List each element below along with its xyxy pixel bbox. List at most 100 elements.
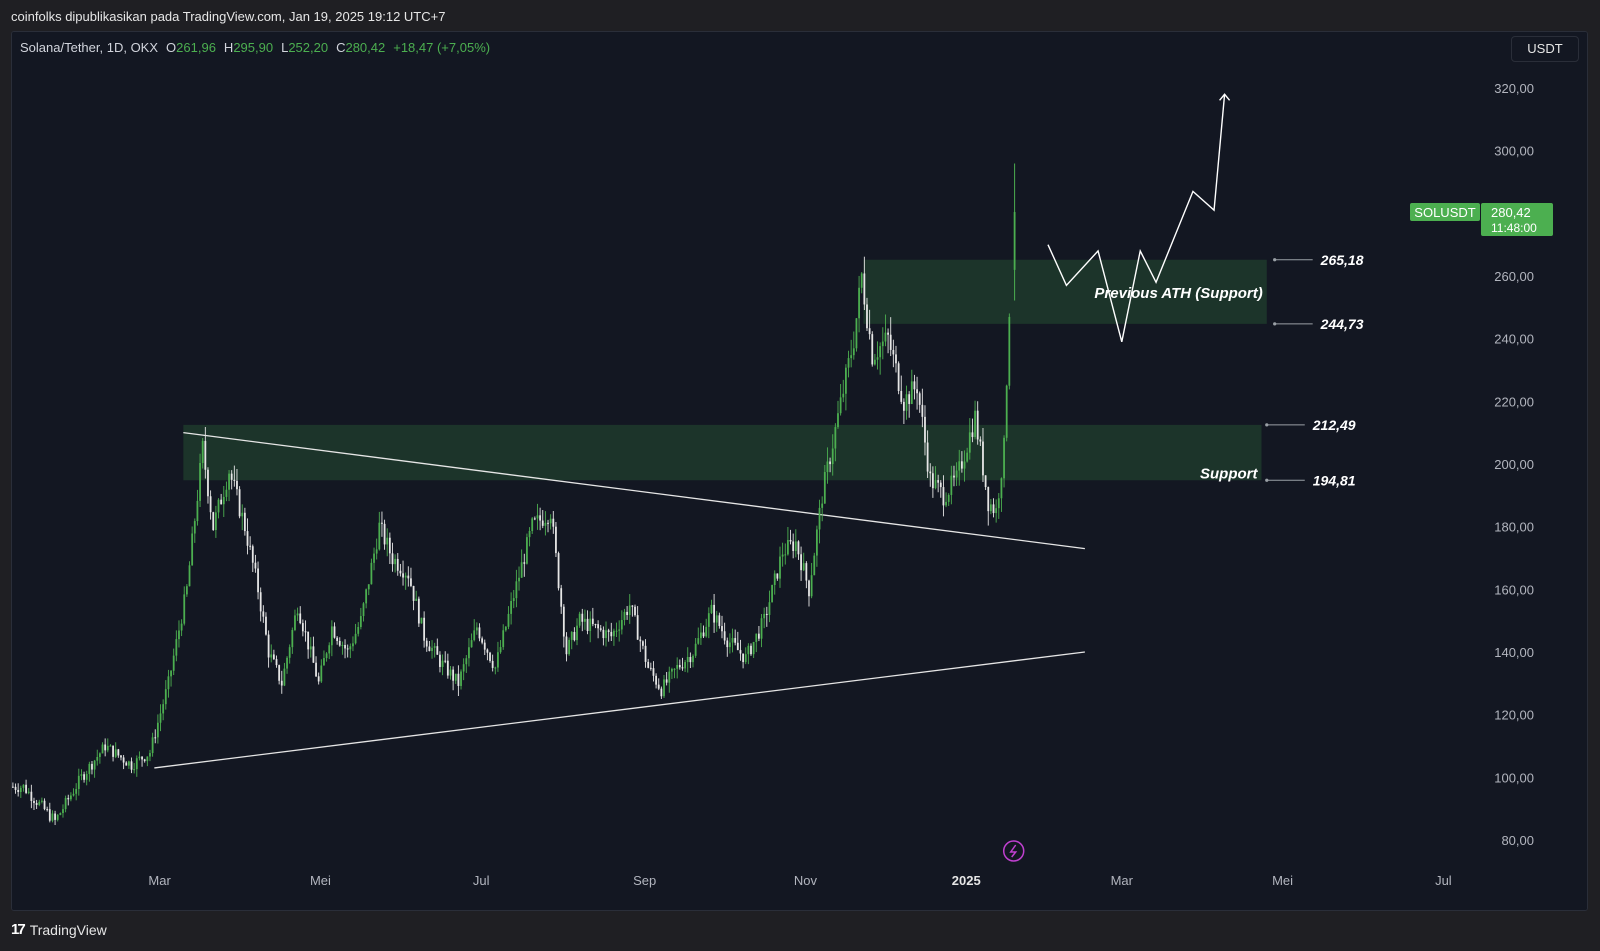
candle-body[interactable] (692, 655, 694, 663)
candle-body[interactable] (921, 404, 924, 417)
candle-body[interactable] (378, 522, 381, 550)
candle-body[interactable] (821, 503, 824, 508)
candle-body[interactable] (771, 585, 773, 603)
candle-body[interactable] (584, 618, 586, 622)
candle-body[interactable] (317, 676, 320, 682)
candle-body[interactable] (420, 617, 423, 624)
candle-body[interactable] (613, 630, 615, 637)
candle-body[interactable] (908, 394, 911, 405)
candle-body[interactable] (96, 756, 99, 761)
candle-body[interactable] (834, 427, 837, 449)
candle-body[interactable] (586, 618, 589, 631)
candle-body[interactable] (892, 349, 895, 355)
candle-body[interactable] (963, 461, 966, 469)
candle-body[interactable] (839, 397, 842, 414)
candle-body[interactable] (636, 615, 639, 640)
candle-body[interactable] (750, 645, 752, 655)
candle-body[interactable] (884, 332, 887, 342)
candle-body[interactable] (744, 654, 747, 663)
candle-body[interactable] (410, 578, 412, 586)
candle-body[interactable] (75, 788, 78, 794)
candle-body[interactable] (723, 631, 726, 641)
candle-body[interactable] (544, 522, 547, 526)
candle-body[interactable] (918, 393, 921, 405)
candle-body[interactable] (631, 605, 634, 607)
candle-body[interactable] (960, 461, 963, 469)
tradingview-logo[interactable]: 17 TradingView (11, 921, 107, 938)
candle-body[interactable] (489, 652, 491, 661)
candle-body[interactable] (995, 508, 998, 514)
candle-body[interactable] (120, 755, 122, 758)
candle-body[interactable] (1000, 478, 1003, 499)
candle-body[interactable] (262, 611, 265, 617)
candle-body[interactable] (729, 642, 731, 648)
candle-body[interactable] (193, 521, 196, 534)
candle-body[interactable] (365, 589, 368, 604)
candle-body[interactable] (67, 797, 70, 800)
candle-body[interactable] (349, 646, 352, 650)
candle-body[interactable] (539, 515, 542, 521)
candle-body[interactable] (526, 537, 528, 564)
candle-body[interactable] (19, 787, 22, 793)
candle-body[interactable] (618, 629, 621, 631)
candle-body[interactable] (568, 639, 571, 655)
candle-body[interactable] (776, 573, 779, 579)
candle-body[interactable] (159, 713, 162, 723)
candle-body[interactable] (578, 613, 581, 626)
candle-body[interactable] (934, 480, 937, 489)
candle-body[interactable] (523, 562, 526, 564)
candle-body[interactable] (12, 786, 14, 788)
candle-body[interactable] (386, 537, 389, 545)
candle-body[interactable] (101, 744, 104, 754)
candle-body[interactable] (694, 643, 697, 656)
candle-body[interactable] (391, 553, 394, 565)
chart-panel[interactable]: Previous ATH (Support) Support 265,18 244,7… (11, 31, 1588, 911)
candle-body[interactable] (56, 814, 59, 820)
candle-body[interactable] (742, 653, 744, 663)
candle-body[interactable] (246, 531, 249, 546)
candle-body[interactable] (939, 482, 942, 488)
candle-body[interactable] (686, 657, 689, 663)
candle-body[interactable] (823, 472, 826, 504)
candle-body[interactable] (689, 657, 692, 663)
candle-body[interactable] (278, 665, 281, 681)
candle-body[interactable] (106, 745, 109, 751)
candle-body[interactable] (950, 475, 953, 495)
candle-body[interactable] (112, 745, 114, 757)
candle-body[interactable] (425, 640, 428, 647)
candle-body[interactable] (634, 606, 636, 616)
candle-body[interactable] (328, 645, 331, 654)
candle-body[interactable] (77, 775, 80, 789)
candle-body[interactable] (905, 394, 908, 411)
candle-body[interactable] (291, 629, 294, 648)
candle-body[interactable] (565, 636, 568, 655)
candle-body[interactable] (354, 633, 357, 644)
candle-body[interactable] (752, 641, 755, 655)
candle-body[interactable] (188, 565, 191, 587)
trendline-1[interactable] (154, 651, 1085, 769)
candle-body[interactable] (710, 604, 713, 614)
candle-body[interactable] (860, 273, 863, 288)
candle-body[interactable] (25, 784, 27, 793)
candle-body[interactable] (900, 390, 903, 402)
candle-body[interactable] (325, 653, 328, 659)
trendline-0[interactable] (183, 432, 1085, 550)
candle-body[interactable] (937, 480, 940, 483)
candle-body[interactable] (280, 680, 283, 686)
candle-body[interactable] (797, 541, 800, 555)
candle-body[interactable] (813, 555, 816, 576)
candle-body[interactable] (715, 615, 718, 623)
candle-body[interactable] (897, 363, 900, 391)
candle-body[interactable] (628, 605, 631, 615)
candle-body[interactable] (707, 613, 710, 627)
candle-body[interactable] (301, 623, 304, 632)
candle-body[interactable] (560, 588, 563, 607)
currency-button[interactable]: USDT (1511, 36, 1579, 62)
projection-path[interactable] (1047, 94, 1226, 342)
candle-body[interactable] (866, 304, 868, 329)
candle-body[interactable] (236, 480, 238, 490)
candle-body[interactable] (847, 358, 850, 368)
candle-body[interactable] (80, 774, 83, 776)
candle-body[interactable] (441, 660, 444, 667)
candle-body[interactable] (768, 602, 771, 615)
